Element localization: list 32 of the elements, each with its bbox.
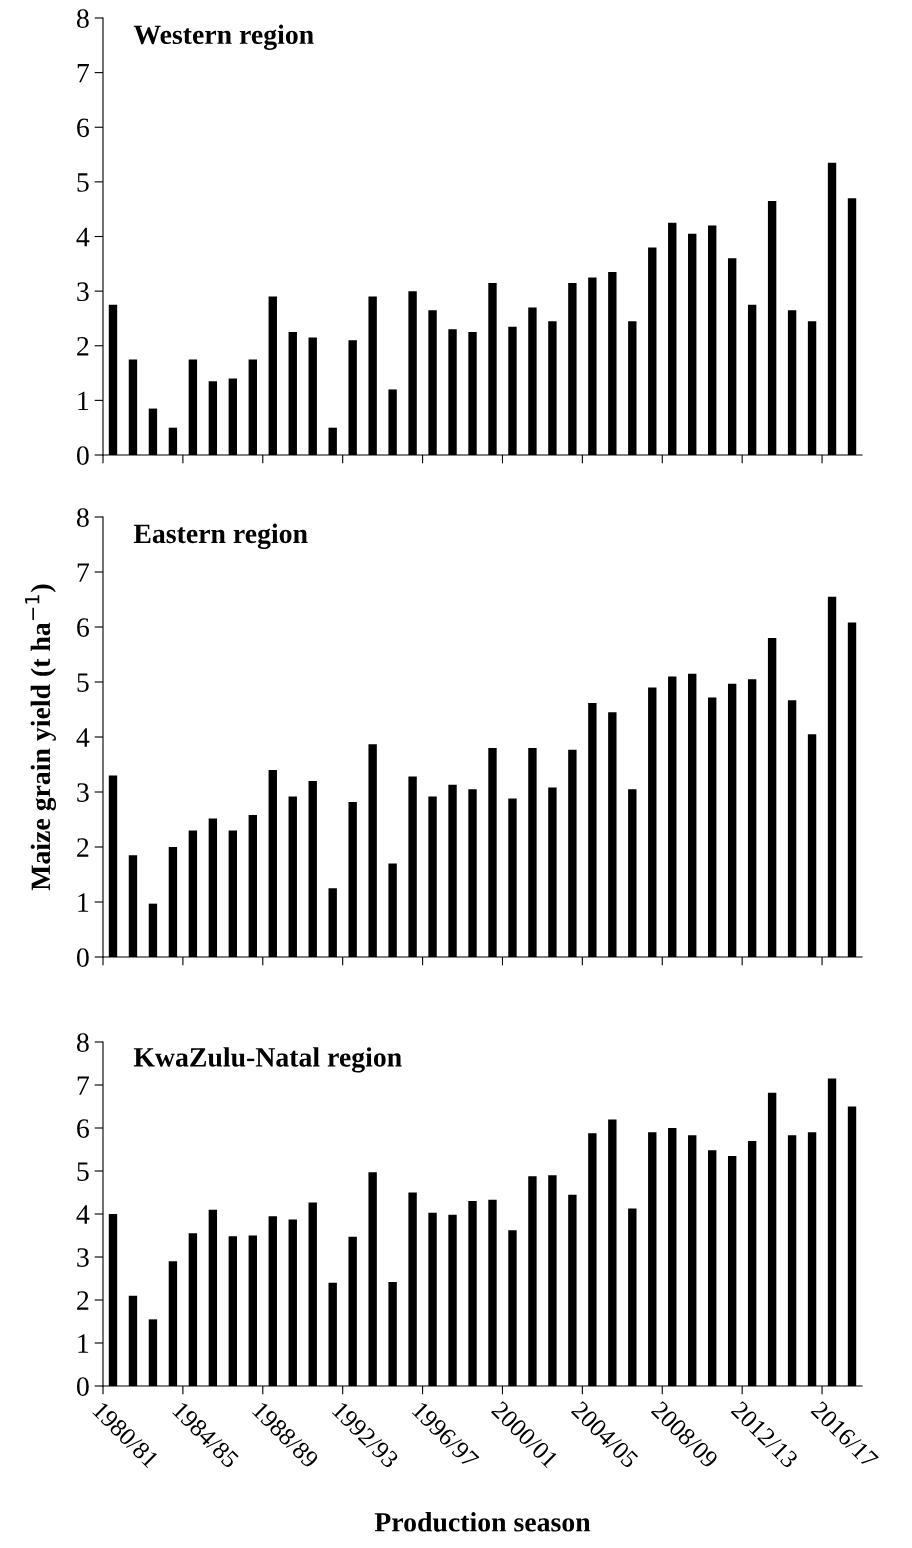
- y-tick-label: 3: [77, 783, 89, 802]
- chart-title: Western region: [133, 24, 314, 50]
- y-tick-label: 3: [77, 1248, 89, 1267]
- y-tick-label: 6: [77, 618, 89, 637]
- y-tick-label: 2: [77, 336, 89, 356]
- y-tick-label: 7: [77, 1076, 90, 1095]
- y-tick-label: 8: [76, 508, 89, 527]
- y-tick-label: 7: [77, 64, 90, 83]
- y-tick-label: 2: [77, 838, 89, 857]
- y-tick-label: 0: [76, 446, 89, 465]
- y-tick-label: 4: [76, 227, 90, 247]
- y-tick-label: 5: [77, 1162, 89, 1181]
- y-tick-label: 0: [76, 948, 89, 967]
- y-tick-label: 0: [76, 1377, 89, 1396]
- y-tick-label: 1: [78, 1334, 89, 1353]
- y-tick-label: 6: [77, 1119, 89, 1138]
- y-tick-label: 2: [77, 1291, 89, 1310]
- x-axis-title: Production season: [374, 1512, 591, 1532]
- y-tick-label: 1: [78, 391, 89, 411]
- chart-title: Eastern region: [133, 523, 308, 550]
- y-tick-label: 8: [76, 9, 89, 28]
- y-tick-label: 5: [77, 173, 89, 192]
- y-tick-label: 1: [78, 893, 89, 912]
- y-tick-label: 5: [77, 673, 89, 692]
- y-tick-label: 7: [77, 563, 90, 582]
- y-tick-label: 4: [76, 728, 90, 747]
- y-tick-label: 8: [76, 1033, 89, 1052]
- y-tick-label: 3: [77, 282, 89, 302]
- y-tick-label: 6: [77, 118, 89, 138]
- y-axis-title: Maize grain yield (t ha$^{−1}$): [25, 584, 57, 891]
- chart-title: KwaZulu-Natal region: [133, 1047, 402, 1073]
- y-tick-label: 4: [76, 1205, 90, 1224]
